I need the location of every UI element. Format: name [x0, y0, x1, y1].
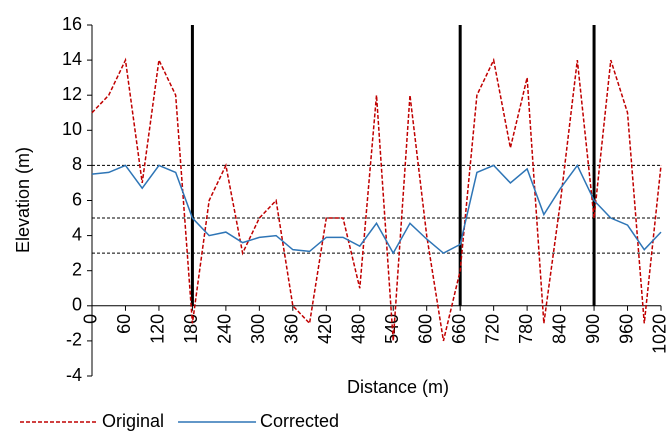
y-tick-label: 4 [72, 224, 82, 244]
x-tick-label: 660 [449, 314, 469, 344]
x-tick-label: 900 [583, 314, 603, 344]
x-tick-label: 960 [616, 314, 636, 344]
x-tick-label: 300 [248, 314, 268, 344]
x-axis-title: Distance (m) [347, 377, 449, 397]
x-tick-label: 780 [516, 314, 536, 344]
y-tick-label: 12 [62, 84, 82, 104]
x-tick-label: 120 [148, 314, 168, 344]
y-tick-label: -2 [66, 330, 82, 350]
x-tick-label: 540 [382, 314, 402, 344]
y-tick-label: 2 [72, 259, 82, 279]
x-tick-label: 600 [415, 314, 435, 344]
x-tick-label: 720 [482, 314, 502, 344]
y-tick-label: 0 [72, 295, 82, 315]
x-tick-label: 420 [315, 314, 335, 344]
y-tick-label: 14 [62, 49, 82, 69]
y-tick-label: 16 [62, 14, 82, 34]
y-tick-label: 6 [72, 189, 82, 209]
x-tick-label: 480 [349, 314, 369, 344]
x-tick-label: 840 [549, 314, 569, 344]
x-tick-label: 1020 [650, 314, 670, 354]
legend-label: Original [102, 411, 164, 431]
y-axis-title: Elevation (m) [13, 147, 33, 253]
x-tick-label: 180 [181, 314, 201, 344]
x-tick-label: 60 [114, 314, 134, 334]
x-tick-label: 240 [215, 314, 235, 344]
x-tick-label: 360 [282, 314, 302, 344]
data-line [91, 57, 662, 342]
y-tick-label: 8 [72, 154, 82, 174]
y-tick-label: 10 [62, 119, 82, 139]
data-line [91, 163, 662, 255]
legend-label: Corrected [260, 411, 339, 431]
y-tick-label: -4 [66, 365, 82, 385]
x-tick-label: 0 [81, 314, 101, 324]
